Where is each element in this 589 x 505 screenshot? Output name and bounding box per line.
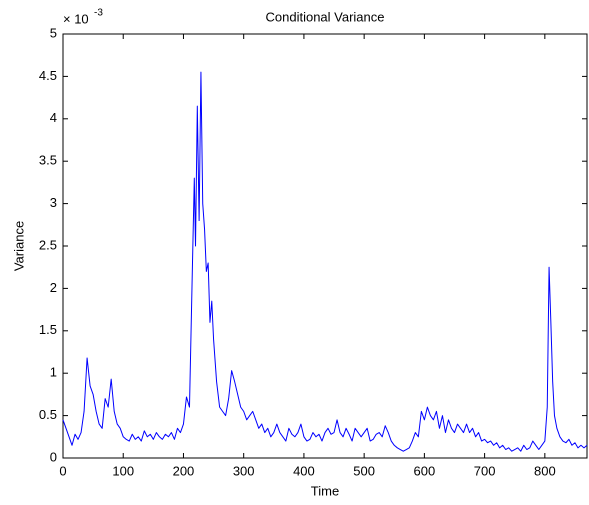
y-tick-label: 0.5 (39, 407, 57, 422)
y-tick-label: 3.5 (39, 153, 57, 168)
y-multiplier-exponent: -3 (94, 8, 103, 19)
y-multiplier: × 10 (63, 11, 89, 26)
x-tick-label: 100 (112, 463, 134, 478)
x-tick-label: 800 (534, 463, 556, 478)
y-tick-label: 2.5 (39, 237, 57, 252)
y-axis-label: Variance (11, 221, 26, 271)
x-tick-label: 200 (173, 463, 195, 478)
x-tick-label: 300 (233, 463, 255, 478)
y-tick-label: 3 (50, 195, 57, 210)
y-tick-label: 4 (50, 110, 57, 125)
y-tick-label: 5 (50, 25, 57, 40)
y-tick-label: 1.5 (39, 322, 57, 337)
x-tick-label: 0 (59, 463, 66, 478)
x-tick-label: 700 (474, 463, 496, 478)
y-tick-label: 2 (50, 280, 57, 295)
y-tick-label: 1 (50, 365, 57, 380)
x-axis-label: Time (311, 483, 339, 498)
y-tick-label: 4.5 (39, 68, 57, 83)
data-line (62, 71, 588, 452)
plot-frame (62, 33, 588, 459)
x-tick-label: 400 (293, 463, 315, 478)
chart-title: Conditional Variance (266, 9, 385, 24)
x-tick-label: 600 (414, 463, 436, 478)
y-tick-label: 0 (50, 449, 57, 464)
x-tick-label: 500 (353, 463, 375, 478)
